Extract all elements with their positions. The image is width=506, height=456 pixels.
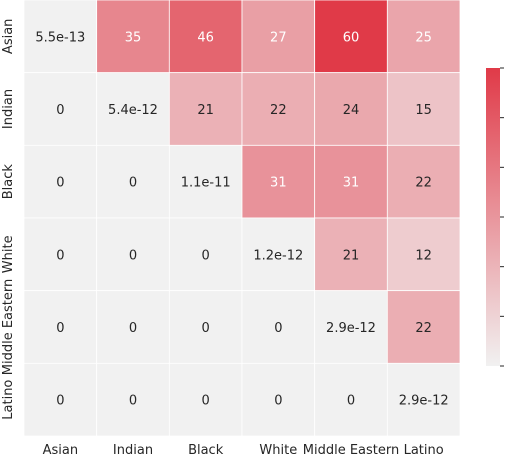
heatmap-cell-r4-c2 bbox=[168, 290, 243, 364]
heatmap-cell-r3-c0 bbox=[23, 217, 98, 292]
cell-label-r1-c4: 24 bbox=[343, 103, 360, 118]
cell-label-r0-c0: 5.5e-13 bbox=[35, 30, 85, 45]
cell-label-r5-c0: 0 bbox=[56, 394, 64, 409]
cell-label-r3-c1: 0 bbox=[129, 248, 137, 263]
cell-label-r3-c5: 12 bbox=[415, 248, 432, 263]
heatmap-cell-r3-c2 bbox=[168, 217, 243, 292]
cell-label-r4-c2: 0 bbox=[202, 321, 210, 336]
x-tick-label-2: Black bbox=[188, 443, 224, 456]
heatmap-cell-r5-c2 bbox=[168, 362, 243, 437]
x-tick-label-4: Middle Eastern bbox=[303, 443, 399, 456]
heatmap-cell-r1-c3 bbox=[241, 72, 316, 146]
cell-label-r5-c3: 0 bbox=[274, 394, 282, 409]
heatmap-cell-r3-c3 bbox=[241, 217, 316, 292]
heatmap-cell-r0-c4 bbox=[314, 0, 388, 74]
colorbar-gradient bbox=[486, 68, 500, 366]
heatmap-cell-r5-c4 bbox=[314, 362, 388, 437]
heatmap-cell-r5-c3 bbox=[241, 362, 316, 437]
cell-label-r0-c3: 27 bbox=[270, 30, 287, 45]
heatmap-cell-r4-c0 bbox=[23, 290, 98, 364]
cell-label-r1-c3: 22 bbox=[270, 103, 287, 118]
heatmap-cell-r2-c5 bbox=[386, 144, 461, 219]
cell-label-r5-c5: 2.9e-12 bbox=[399, 394, 449, 409]
cell-label-r3-c4: 21 bbox=[343, 248, 360, 263]
cell-label-r4-c0: 0 bbox=[56, 321, 64, 336]
heatmap-cell-r4-c5 bbox=[386, 290, 461, 364]
x-tick-label-1: Indian bbox=[113, 443, 153, 456]
heatmap-cells bbox=[23, 0, 461, 437]
heatmap-cell-r1-c0 bbox=[23, 72, 98, 146]
cell-label-r2-c0: 0 bbox=[56, 176, 64, 191]
cell-label-r1-c1: 5.4e-12 bbox=[108, 103, 158, 118]
cell-label-r0-c5: 25 bbox=[415, 30, 432, 45]
cell-value-labels: 5.5e-13 35 46 27 60 25 0 5.4e-12 21 22 24 15 0 0 1.1e-… bbox=[35, 30, 448, 408]
cell-label-r4-c4: 2.9e-12 bbox=[326, 321, 376, 336]
cell-label-r3-c0: 0 bbox=[56, 248, 64, 263]
cell-label-r5-c2: 0 bbox=[202, 394, 210, 409]
heatmap-cell-r1-c2 bbox=[168, 72, 243, 146]
heatmap-cell-r2-c0 bbox=[23, 144, 98, 219]
cell-label-r0-c4: 60 bbox=[343, 30, 360, 45]
heatmap-cell-r2-c2 bbox=[168, 144, 243, 219]
y-tick-label-4: Middle Eastern bbox=[1, 279, 16, 375]
cell-label-r4-c5: 22 bbox=[415, 321, 432, 336]
x-tick-label-3: White bbox=[259, 443, 297, 456]
cell-label-r1-c2: 21 bbox=[197, 103, 214, 118]
heatmap-cell-r4-c1 bbox=[96, 290, 170, 364]
cell-label-r3-c3: 1.2e-12 bbox=[253, 248, 303, 263]
y-tick-label-2: Black bbox=[1, 164, 16, 200]
heatmap-cell-r1-c5 bbox=[386, 72, 461, 146]
heatmap-cell-r3-c5 bbox=[386, 217, 461, 292]
heatmap-cell-r0-c3 bbox=[241, 0, 316, 74]
x-tick-label-5: Latino bbox=[404, 443, 444, 456]
heatmap-cell-r5-c1 bbox=[96, 362, 170, 437]
cell-label-r2-c3: 31 bbox=[270, 176, 287, 191]
cell-label-r4-c3: 0 bbox=[274, 321, 282, 336]
heatmap-cell-r1-c1 bbox=[96, 72, 170, 146]
cell-label-r0-c1: 35 bbox=[125, 30, 142, 45]
heatmap-cell-r0-c5 bbox=[386, 0, 461, 74]
cell-label-r3-c2: 0 bbox=[202, 248, 210, 263]
y-tick-label-1: Indian bbox=[1, 89, 16, 129]
heatmap-cell-r2-c4 bbox=[314, 144, 388, 219]
cell-label-r2-c2: 1.1e-11 bbox=[181, 176, 231, 191]
cell-label-r1-c0: 0 bbox=[56, 103, 64, 118]
cell-label-r1-c5: 15 bbox=[415, 103, 432, 118]
heatmap-cell-r3-c1 bbox=[96, 217, 170, 292]
y-tick-label-0: Asian bbox=[1, 19, 16, 54]
heatmap-cell-r3-c4 bbox=[314, 217, 388, 292]
heatmap-cell-r0-c1 bbox=[96, 0, 170, 74]
cell-label-r2-c5: 22 bbox=[415, 176, 432, 191]
heatmap-cell-r2-c3 bbox=[241, 144, 316, 219]
cell-label-r5-c1: 0 bbox=[129, 394, 137, 409]
cell-label-r0-c2: 46 bbox=[197, 30, 214, 45]
cell-label-r4-c1: 0 bbox=[129, 321, 137, 336]
cell-label-r2-c4: 31 bbox=[343, 176, 360, 191]
x-tick-label-0: Asian bbox=[43, 443, 78, 456]
colorbar bbox=[486, 67, 504, 367]
y-axis-tick-labels: Asian Indian Black White Middle Eastern Latin… bbox=[1, 19, 16, 420]
y-tick-label-5: Latino bbox=[1, 380, 16, 420]
y-tick-label-3: White bbox=[1, 235, 16, 273]
cell-label-r5-c4: 0 bbox=[347, 394, 355, 409]
x-axis-tick-labels: Asian Indian Black White Middle Eastern Latin… bbox=[43, 443, 444, 456]
heatmap-cell-r0-c0 bbox=[23, 0, 98, 74]
heatmap-cell-r2-c1 bbox=[96, 144, 170, 219]
heatmap-cell-r0-c2 bbox=[168, 0, 243, 74]
cell-label-r2-c1: 0 bbox=[129, 176, 137, 191]
heatmap-cell-r5-c5 bbox=[386, 362, 461, 437]
